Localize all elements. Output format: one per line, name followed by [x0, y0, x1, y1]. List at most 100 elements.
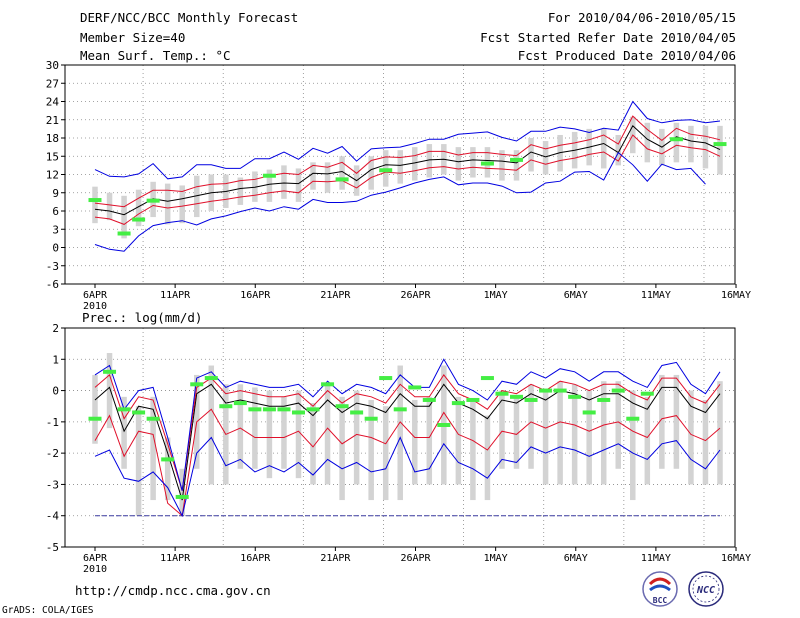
temp-box-25: [455, 147, 462, 181]
temp-ytick-label-8: 18: [46, 132, 59, 145]
prec-obs-13: [277, 407, 291, 412]
temp-box-43: [717, 125, 723, 175]
prec-box-36: [615, 381, 622, 469]
temp-ytick-label-12: 30: [46, 59, 59, 72]
prec-box-0: [92, 374, 98, 444]
grads-credit: GrADS: COLA/IGES: [2, 605, 94, 616]
temp-xtick-label-7: 11MAY: [641, 290, 671, 301]
prec-xtick-label-3: 21APR: [320, 553, 351, 564]
temp-box-31: [542, 141, 549, 175]
temp-series-upper-spread: [94, 115, 721, 208]
temp-box-22: [412, 147, 418, 181]
prec-obs-9: [219, 404, 233, 409]
prec-box-16: [324, 384, 331, 485]
temp-box-23: [426, 144, 433, 178]
temp-obs-43: [713, 142, 727, 147]
prec-obs-31: [539, 388, 553, 393]
temp-obs-0: [88, 198, 102, 203]
prec-obs-35: [597, 397, 611, 402]
prec-obs-5: [161, 457, 175, 462]
temp-ytick-label-2: 0: [52, 242, 59, 255]
temp-xtick-label-6: 6MAY: [564, 290, 588, 301]
prec-box-27: [484, 415, 491, 501]
prec-box-34: [586, 390, 592, 485]
prec-box-43: [717, 381, 723, 485]
prec-series-ensemble-max: [94, 358, 721, 491]
prec-box-41: [688, 390, 694, 485]
temp-ytick-label-9: 21: [46, 114, 59, 127]
prec-obs-10: [233, 401, 247, 406]
temp-box-3: [135, 189, 142, 227]
temp-panel: -6 -3 0 3 6 9 12 15 18 21 24 27 30 6APR 11APR 16APR 21AP…: [46, 59, 751, 312]
prec-frame: [64, 327, 736, 548]
temp-ytick-label-0: -6: [46, 278, 59, 291]
temp-series-ensemble-mean: [94, 124, 721, 216]
prec-box-15: [310, 403, 316, 485]
prec-box-39: [659, 374, 665, 469]
prec-box-22: [412, 399, 418, 485]
prec-ytick-label-0: -5: [46, 541, 59, 554]
temp-year-label: 2010: [83, 301, 107, 312]
prec-obs-38: [640, 391, 654, 396]
prec-box-8: [208, 365, 215, 485]
temp-ytick-label-10: 24: [46, 96, 60, 109]
temp-ytick-label-4: 6: [52, 205, 59, 218]
temp-obs-20: [379, 168, 393, 173]
prec-obs-21: [393, 407, 407, 412]
bcc-logo-icon: BCC: [642, 571, 678, 607]
temp-xtick-label-2: 16APR: [240, 290, 271, 301]
prec-obs-27: [480, 376, 494, 381]
prec-box-5: [164, 437, 171, 501]
source-url[interactable]: http://cmdp.ncc.cma.gov.cn: [75, 583, 271, 598]
temp-box-41: [688, 125, 694, 163]
prec-series-ensemble-min: [94, 436, 721, 518]
temp-obs-17: [335, 177, 349, 182]
prec-box-19: [368, 399, 374, 501]
temp-xtick-label-3: 21APR: [320, 290, 351, 301]
temp-xtick-label-4: 26APR: [400, 290, 431, 301]
temp-box-30: [528, 138, 534, 172]
prec-ytick-label-1: -4: [46, 510, 60, 523]
temp-box-38: [644, 122, 651, 163]
prec-box-14: [295, 390, 302, 479]
prec-box-42: [702, 399, 709, 485]
prec-obs-37: [626, 416, 640, 421]
prec-box-21: [397, 365, 403, 501]
temp-box-40: [673, 122, 680, 163]
temp-box-10: [237, 177, 244, 205]
prec-obs-26: [466, 397, 480, 402]
prec-box-2: [121, 396, 127, 469]
prec-xtick-label-2: 16APR: [240, 553, 271, 564]
temp-obs-2: [117, 231, 131, 236]
prec-obs-22: [408, 385, 422, 390]
temp-box-14: [295, 168, 302, 202]
prec-box-6: [179, 468, 185, 516]
forecast-period: For 2010/04/06-2010/05/15: [547, 10, 736, 25]
prec-ytick-label-4: -1: [46, 416, 59, 429]
prec-box-26: [470, 399, 476, 501]
prec-ytick-label-3: -2: [46, 447, 59, 460]
prec-box-1: [106, 353, 113, 429]
prec-obs-33: [568, 394, 582, 399]
temp-box-2: [121, 195, 127, 239]
temp-xtick-label-0: 6APR: [83, 290, 108, 301]
prec-obs-8: [204, 376, 218, 381]
temp-obs-12: [262, 173, 276, 178]
member-size: Member Size=40: [80, 30, 186, 45]
temp-box-1: [106, 192, 113, 221]
prec-box-29: [513, 396, 520, 469]
prec-xtick-label-7: 11MAY: [641, 553, 671, 564]
temp-box-12: [266, 169, 273, 202]
temp-box-15: [310, 162, 316, 190]
temp-series-ensemble-min: [94, 151, 706, 252]
temp-box-36: [615, 134, 622, 166]
prec-ytick-label-5: 0: [52, 385, 59, 398]
prec-box-35: [600, 381, 607, 485]
prec-obs-17: [335, 404, 349, 409]
prec-obs-11: [248, 407, 262, 412]
prec-obs-32: [553, 388, 567, 393]
prec-obs-30: [524, 397, 538, 402]
prec-obs-14: [291, 410, 305, 415]
temp-box-42: [702, 125, 709, 169]
prec-series-ensemble-mean: [94, 383, 721, 501]
